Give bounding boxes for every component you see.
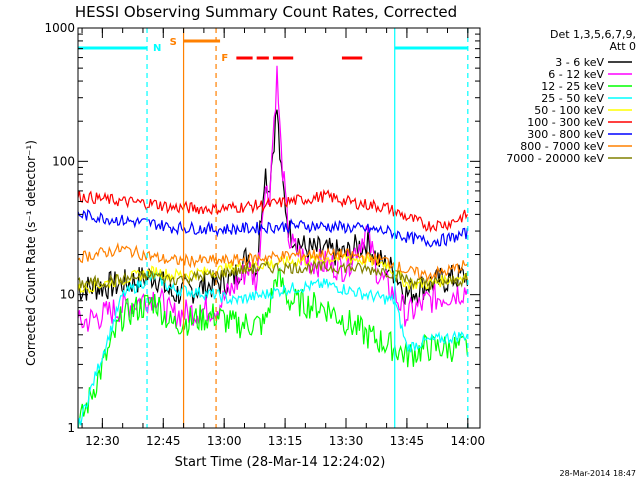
- y-tick-label-3: 1000: [44, 21, 75, 35]
- legend-label-4: 50 - 100 keV: [534, 104, 604, 117]
- series-line-7: [77, 241, 468, 283]
- legend-label-3: 25 - 50 keV: [541, 92, 604, 105]
- plot-area: NS F: [77, 28, 469, 429]
- legend-label-7: 800 - 7000 keV: [520, 140, 604, 153]
- night-label: N: [153, 43, 161, 54]
- x-axis-label: Start Time (28-Mar-14 12:24:02): [175, 455, 386, 470]
- y-tick-label-2: 100: [52, 154, 75, 168]
- saa-label: S: [170, 37, 177, 48]
- legend-label-5: 100 - 300 keV: [527, 116, 604, 129]
- x-tick-label-2: 13:00: [207, 434, 242, 448]
- x-tick-label-4: 13:30: [329, 434, 364, 448]
- x-tick-label-6: 14:00: [451, 434, 486, 448]
- series-line-3: [77, 270, 468, 428]
- series-line-1: [77, 65, 468, 332]
- flare-label: F: [221, 53, 228, 64]
- legend-label-0: 3 - 6 keV: [555, 56, 604, 69]
- x-tick-label-1: 12:45: [146, 434, 181, 448]
- x-tick-label-0: 12:30: [85, 434, 120, 448]
- legend-header-line2: Att 0: [610, 40, 636, 53]
- legend-header-line1: Det 1,3,5,6,7,9,: [550, 28, 636, 41]
- series-line-2: [77, 267, 468, 429]
- x-tick-label-3: 13:15: [268, 434, 303, 448]
- y-tick-label-0: 1: [67, 421, 75, 435]
- y-tick-label-1: 10: [60, 288, 75, 302]
- series-line-4: [77, 251, 468, 295]
- series-line-5: [77, 188, 468, 233]
- legend-label-6: 300 - 800 keV: [527, 128, 604, 141]
- axes: 1 10 100 1000 12:30 12:45 13:00 13:15 13:30 13:45…: [44, 21, 485, 448]
- chart-title: HESSI Observing Summary Count Rates, Cor…: [75, 3, 457, 21]
- series-line-6: [77, 209, 468, 248]
- y-axis-label: Corrected Count Rate (s⁻¹ detector⁻¹): [24, 140, 38, 366]
- footer-date: 28-Mar-2014 18:47: [560, 469, 637, 478]
- legend-label-2: 12 - 25 keV: [541, 80, 604, 93]
- plot-frame: [77, 27, 481, 429]
- series-line-8: [77, 259, 468, 290]
- x-tick-label-5: 13:45: [390, 434, 425, 448]
- legend-label-8: 7000 - 20000 keV: [506, 152, 604, 165]
- legend-label-1: 6 - 12 keV: [548, 68, 604, 81]
